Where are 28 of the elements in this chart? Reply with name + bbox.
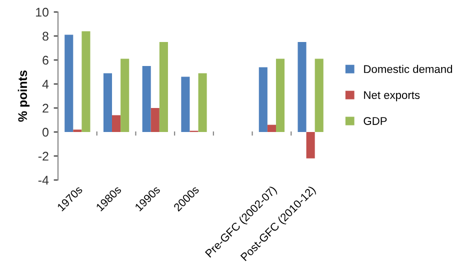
- y-tick-label: 0: [42, 128, 48, 137]
- bar: [112, 115, 121, 132]
- bar: [258, 67, 268, 132]
- bar: [120, 58, 130, 132]
- bar: [82, 31, 90, 132]
- legend-label: GDP: [364, 117, 387, 125]
- bar: [103, 73, 112, 132]
- bar: [150, 108, 160, 132]
- bar: [198, 73, 207, 132]
- bar: [159, 42, 168, 132]
- y-tick-label: -2: [38, 152, 48, 161]
- bar: [298, 42, 306, 132]
- legend-label: Domestic demand: [364, 64, 452, 74]
- bar: [267, 124, 276, 132]
- y-tick-label: 2: [42, 104, 48, 113]
- legend-label: Net exports: [364, 91, 420, 102]
- y-tick-label: -4: [38, 176, 49, 185]
- y-axis-title: % points: [18, 70, 30, 122]
- bar: [64, 34, 74, 132]
- bar: [306, 132, 315, 158]
- y-tick-label: 4: [42, 80, 49, 89]
- bar: [142, 66, 151, 132]
- y-tick-label: 10: [36, 8, 48, 17]
- y-tick-label: 6: [42, 56, 48, 65]
- y-tick-label: 8: [42, 32, 48, 41]
- bar: [314, 58, 324, 132]
- bar: [276, 58, 285, 132]
- bar: [181, 76, 190, 132]
